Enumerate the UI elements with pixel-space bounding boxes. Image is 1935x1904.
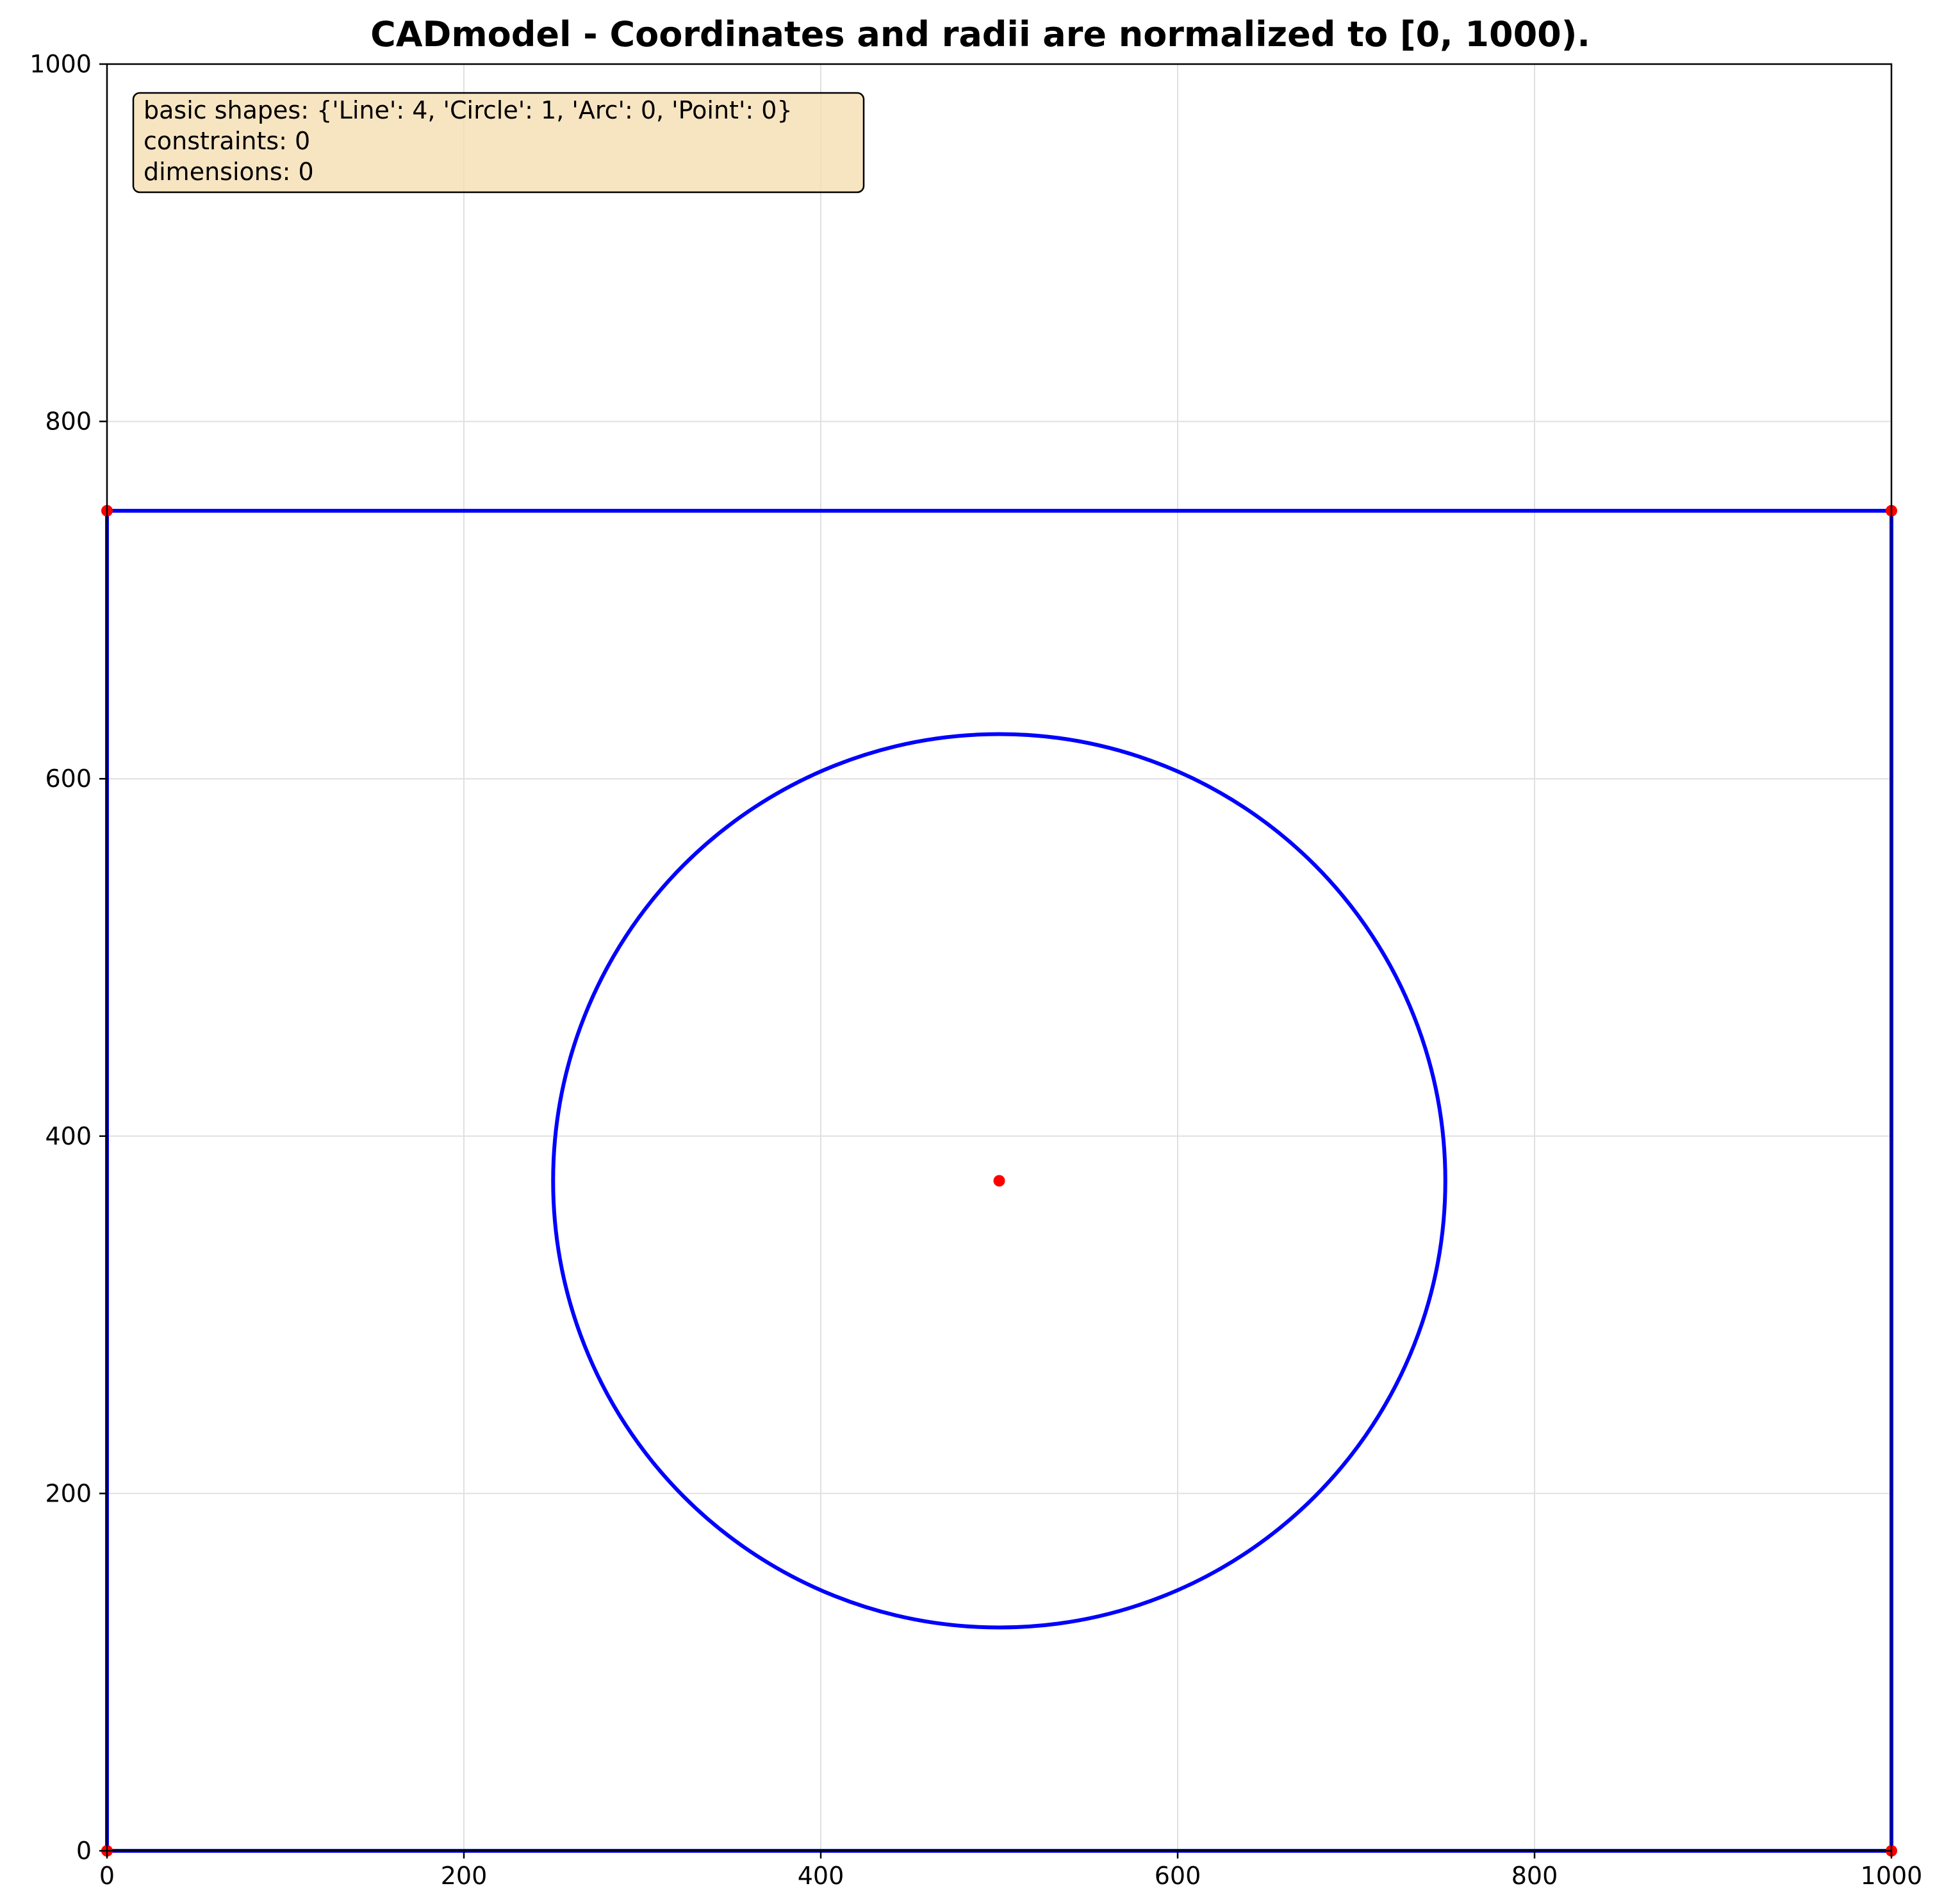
- x-tick-label: 400: [798, 1862, 844, 1890]
- info-line-dimensions: dimensions: 0: [144, 158, 314, 186]
- y-tick-label: 1000: [29, 50, 92, 78]
- x-tick-label: 200: [441, 1862, 488, 1890]
- x-tick-label: 0: [99, 1862, 115, 1890]
- info-box: basic shapes: {'Line': 4, 'Circle': 1, '…: [132, 92, 865, 194]
- x-tick-label: 800: [1511, 1862, 1558, 1890]
- info-line-shapes: basic shapes: {'Line': 4, 'Circle': 1, '…: [144, 96, 793, 124]
- y-tick-label: 400: [45, 1122, 92, 1150]
- key-point: [993, 1175, 1005, 1187]
- chart-title: CADmodel - Coordinates and radii are nor…: [370, 14, 1590, 54]
- ticks-layer: 0 200 400 600 800 1000 0 200 400 600 800 1000: [29, 50, 1922, 1890]
- y-tick-label: 0: [76, 1837, 92, 1865]
- info-box-background: [132, 92, 865, 194]
- info-line-constraints: constraints: 0: [144, 127, 310, 155]
- axes-frame: [106, 63, 1893, 1852]
- y-tick-label: 200: [45, 1479, 92, 1507]
- x-tick-label: 1000: [1861, 1862, 1923, 1890]
- y-tick-label: 600: [45, 765, 92, 793]
- y-tick-label: 800: [45, 408, 92, 436]
- x-tick-label: 600: [1155, 1862, 1201, 1890]
- sketch-circle-center-circle: [551, 732, 1447, 1630]
